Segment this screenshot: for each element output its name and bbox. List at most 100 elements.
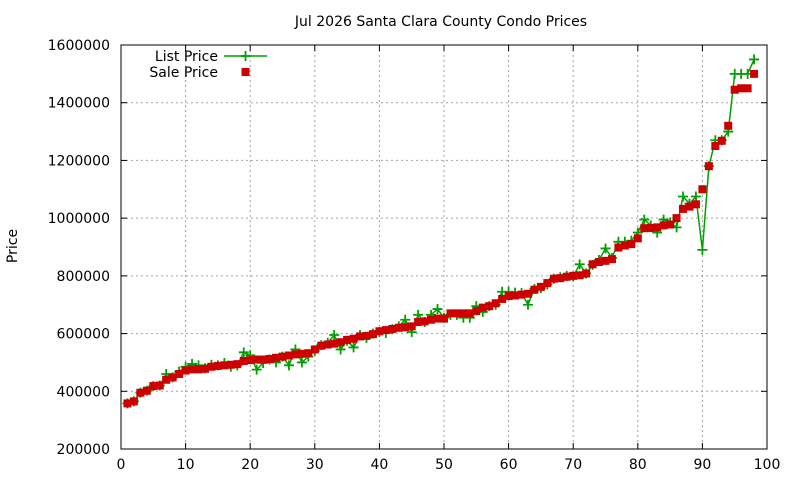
data-point bbox=[600, 243, 611, 254]
data-point bbox=[233, 360, 242, 369]
data-point bbox=[737, 84, 746, 93]
y-tick-label: 1000000 bbox=[48, 211, 110, 227]
data-point bbox=[238, 347, 249, 358]
data-point bbox=[698, 185, 707, 194]
x-tick-labels: 0 10 20 30 40 50 60 70 80 90 100 bbox=[117, 457, 781, 473]
data-point bbox=[213, 361, 222, 370]
data-point bbox=[200, 364, 209, 373]
legend-label: List Price bbox=[155, 49, 218, 65]
y-tick-label: 1600000 bbox=[48, 38, 110, 54]
data-point bbox=[485, 302, 494, 311]
data-point bbox=[472, 307, 481, 316]
y-tick-label: 600000 bbox=[57, 327, 110, 343]
data-point bbox=[400, 314, 411, 325]
data-point bbox=[588, 260, 597, 269]
data-point bbox=[296, 357, 307, 368]
data-point bbox=[504, 292, 513, 301]
data-point bbox=[329, 330, 340, 341]
data-point bbox=[646, 223, 655, 232]
data-point bbox=[679, 204, 688, 213]
x-tick-label: 70 bbox=[564, 457, 582, 473]
x-tick-label: 90 bbox=[693, 457, 711, 473]
data-point bbox=[465, 309, 474, 318]
data-point bbox=[459, 309, 468, 318]
data-point bbox=[452, 309, 461, 318]
y-tick-label: 200000 bbox=[57, 442, 110, 458]
data-point bbox=[162, 375, 171, 384]
data-point bbox=[543, 279, 552, 288]
data-point bbox=[401, 323, 410, 332]
data-point bbox=[291, 350, 300, 359]
data-point bbox=[343, 335, 352, 344]
y-tick-label: 800000 bbox=[57, 269, 110, 285]
data-point bbox=[297, 349, 306, 358]
data-point bbox=[607, 255, 616, 264]
legend-marker bbox=[241, 68, 250, 76]
x-tick-label: 80 bbox=[629, 457, 647, 473]
x-tick-label: 60 bbox=[500, 457, 518, 473]
x-tick-label: 10 bbox=[177, 457, 195, 473]
data-point bbox=[356, 332, 365, 341]
y-axis-label: Price bbox=[5, 229, 21, 263]
data-point bbox=[284, 351, 293, 360]
data-point bbox=[432, 304, 443, 315]
series-sale-price bbox=[123, 69, 759, 408]
data-point bbox=[388, 324, 397, 333]
data-point bbox=[362, 331, 371, 340]
data-point bbox=[627, 240, 636, 249]
data-point bbox=[440, 314, 448, 323]
data-point bbox=[653, 223, 662, 232]
data-point bbox=[491, 299, 500, 308]
data-point bbox=[743, 84, 752, 93]
data-point bbox=[336, 338, 345, 347]
data-point bbox=[220, 361, 229, 370]
data-point bbox=[620, 241, 629, 250]
data-point bbox=[330, 339, 339, 348]
data-point bbox=[375, 327, 384, 336]
data-point bbox=[575, 271, 584, 280]
data-point bbox=[427, 315, 436, 324]
data-point bbox=[556, 274, 565, 283]
data-point bbox=[149, 382, 158, 391]
data-point bbox=[239, 356, 248, 365]
data-point bbox=[523, 289, 532, 298]
data-point bbox=[522, 299, 533, 310]
data-point bbox=[420, 317, 429, 326]
data-point bbox=[368, 330, 377, 339]
data-point bbox=[750, 69, 759, 78]
data-point bbox=[304, 349, 313, 358]
data-point bbox=[194, 365, 203, 374]
data-point bbox=[265, 354, 274, 363]
data-point bbox=[639, 214, 650, 225]
data-point bbox=[711, 142, 720, 150]
data-point bbox=[446, 309, 455, 318]
data-point bbox=[717, 136, 726, 145]
data-point bbox=[259, 355, 268, 364]
data-point bbox=[724, 121, 733, 130]
data-point bbox=[252, 355, 261, 364]
data-point bbox=[614, 243, 623, 252]
data-point bbox=[317, 341, 326, 350]
data-point bbox=[323, 340, 332, 349]
legend-label: Sale Price bbox=[149, 65, 218, 81]
data-point bbox=[129, 397, 138, 406]
data-point bbox=[574, 259, 585, 270]
data-point bbox=[697, 244, 708, 255]
data-point bbox=[278, 352, 287, 361]
data-point bbox=[188, 365, 197, 374]
series-layer bbox=[122, 54, 760, 409]
legend-marker bbox=[240, 51, 251, 61]
x-tick-label: 20 bbox=[241, 457, 259, 473]
data-point bbox=[595, 258, 604, 267]
data-point bbox=[168, 373, 177, 382]
data-point bbox=[381, 326, 390, 335]
data-point bbox=[633, 234, 642, 243]
chart-title: Jul 2026 Santa Clara County Condo Prices bbox=[294, 14, 587, 30]
x-tick-label: 30 bbox=[306, 457, 324, 473]
data-point bbox=[672, 214, 681, 223]
data-point bbox=[666, 220, 675, 229]
data-point bbox=[348, 342, 359, 353]
